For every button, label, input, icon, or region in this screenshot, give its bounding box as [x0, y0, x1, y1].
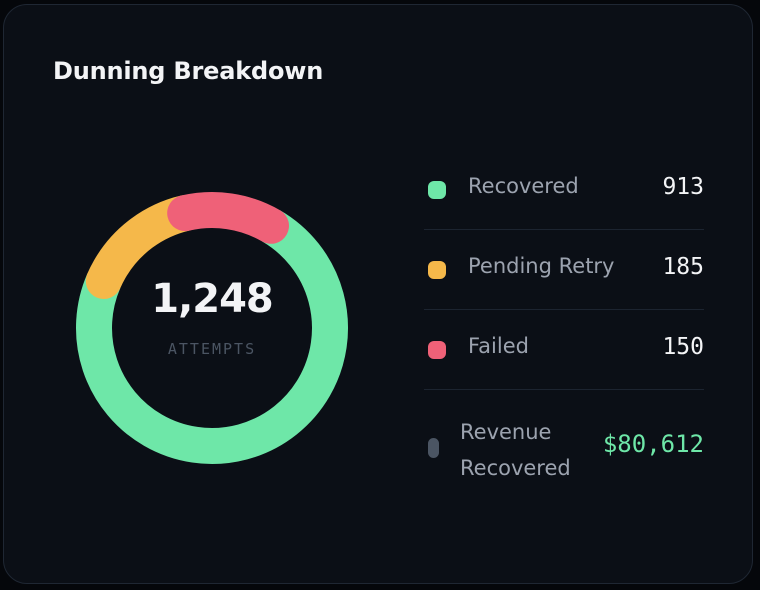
recovered-swatch [428, 181, 446, 199]
revenue-recovered-value: $80,612 [602, 430, 704, 458]
revenue-recovered-label: Revenue Recovered [460, 420, 571, 480]
revenue-swatch [428, 438, 439, 458]
dunning-breakdown-card: Dunning Breakdown [3, 4, 753, 584]
card-title: Dunning Breakdown [53, 57, 324, 85]
legend-item-recovered[interactable]: Recovered 913 [424, 150, 704, 230]
legend-label: Recovered [468, 174, 579, 198]
legend: Recovered 913 Pending Retry 185 Failed 1… [424, 150, 704, 508]
legend-item-revenue-recovered: Revenue Recovered $80,612 [424, 390, 704, 508]
donut-slice-failed[interactable] [64, 180, 360, 476]
legend-value: 150 [662, 334, 704, 360]
legend-item-failed[interactable]: Failed 150 [424, 310, 704, 390]
legend-value: 913 [662, 174, 704, 200]
legend-label: Failed [468, 334, 529, 358]
legend-item-pending-retry[interactable]: Pending Retry 185 [424, 230, 704, 310]
donut-segments [64, 180, 360, 476]
donut-chart [64, 180, 360, 476]
pending-retry-swatch [428, 261, 446, 279]
legend-value: 185 [662, 254, 704, 280]
donut-slice-pending-retry[interactable] [64, 180, 360, 476]
failed-swatch [428, 341, 446, 359]
legend-label: Pending Retry [468, 254, 615, 278]
